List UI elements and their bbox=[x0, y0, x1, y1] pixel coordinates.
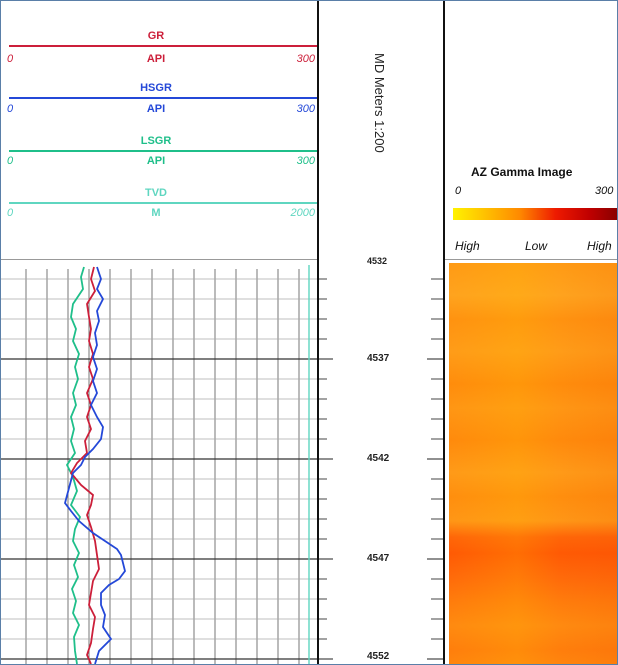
depth-track: MD Meters 1:200 4532 bbox=[319, 1, 443, 664]
image-scale-max: 300 bbox=[595, 185, 614, 197]
hsgr-curve bbox=[64, 266, 126, 664]
curve-min-tvd: 0 bbox=[7, 207, 14, 219]
curve-max-hsgr: 300 bbox=[296, 103, 315, 115]
curve-max-gr: 300 bbox=[296, 53, 315, 65]
curve-grid bbox=[1, 269, 317, 664]
lsgr-curve bbox=[65, 266, 85, 664]
curve-max-tvd: 2000 bbox=[290, 207, 315, 219]
depth-track-label: MD Meters 1:200 bbox=[372, 53, 387, 153]
image-track: AZ Gamma Image 0 300 High Low High bbox=[445, 1, 617, 664]
curve-name-gr: GR bbox=[147, 30, 165, 42]
color-scale-bar bbox=[453, 208, 617, 220]
curve-plot bbox=[1, 265, 317, 664]
track-divider-left bbox=[317, 1, 319, 664]
curve-line-gr bbox=[9, 45, 317, 47]
curve-line-tvd bbox=[9, 202, 317, 204]
depth-label-4547: 4547 bbox=[367, 553, 390, 564]
depth-top-label: 4532 bbox=[367, 256, 388, 266]
gr-curve bbox=[69, 266, 100, 664]
track-divider-right bbox=[443, 1, 445, 664]
orientation-low: Low bbox=[525, 239, 548, 253]
curve-unit-tvd: M bbox=[151, 207, 161, 219]
curve-min-lsgr: 0 bbox=[7, 155, 14, 167]
header-separator bbox=[1, 259, 319, 260]
curve-name-hsgr: HSGR bbox=[140, 82, 172, 94]
curve-name-lsgr: LSGR bbox=[140, 135, 172, 147]
gamma-image bbox=[449, 263, 617, 664]
depth-ticks bbox=[319, 278, 443, 660]
curve-min-hsgr: 0 bbox=[7, 103, 14, 115]
image-track-title: AZ Gamma Image bbox=[471, 165, 573, 179]
curve-unit-lsgr: API bbox=[146, 155, 166, 167]
depth-label-4542: 4542 bbox=[367, 453, 390, 464]
curve-line-hsgr bbox=[9, 97, 317, 99]
curve-unit-gr: API bbox=[146, 53, 166, 65]
curve-line-lsgr bbox=[9, 150, 317, 152]
orientation-high-right: High bbox=[587, 239, 612, 253]
depth-label-4537: 4537 bbox=[367, 353, 390, 364]
curve-unit-hsgr: API bbox=[146, 103, 166, 115]
curve-header: GR API 0 300 HSGR API 0 300 LSGR API 0 3… bbox=[1, 1, 319, 259]
curve-name-tvd: TVD bbox=[145, 187, 167, 199]
depth-label-4552: 4552 bbox=[367, 651, 390, 662]
curve-min-gr: 0 bbox=[7, 53, 14, 65]
curve-max-lsgr: 300 bbox=[296, 155, 315, 167]
image-header-separator bbox=[445, 259, 617, 260]
orientation-high-left: High bbox=[455, 239, 480, 253]
image-scale-min: 0 bbox=[455, 185, 462, 197]
